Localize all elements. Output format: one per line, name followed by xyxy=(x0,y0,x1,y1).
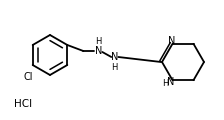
Text: N: N xyxy=(167,77,174,87)
Text: Cl: Cl xyxy=(24,72,33,82)
Text: H: H xyxy=(162,79,169,88)
Text: N: N xyxy=(95,46,102,56)
Text: H: H xyxy=(95,37,101,46)
Text: HCl: HCl xyxy=(14,99,32,109)
Text: N: N xyxy=(168,36,175,46)
Text: N: N xyxy=(111,52,118,62)
Text: H: H xyxy=(111,63,118,72)
